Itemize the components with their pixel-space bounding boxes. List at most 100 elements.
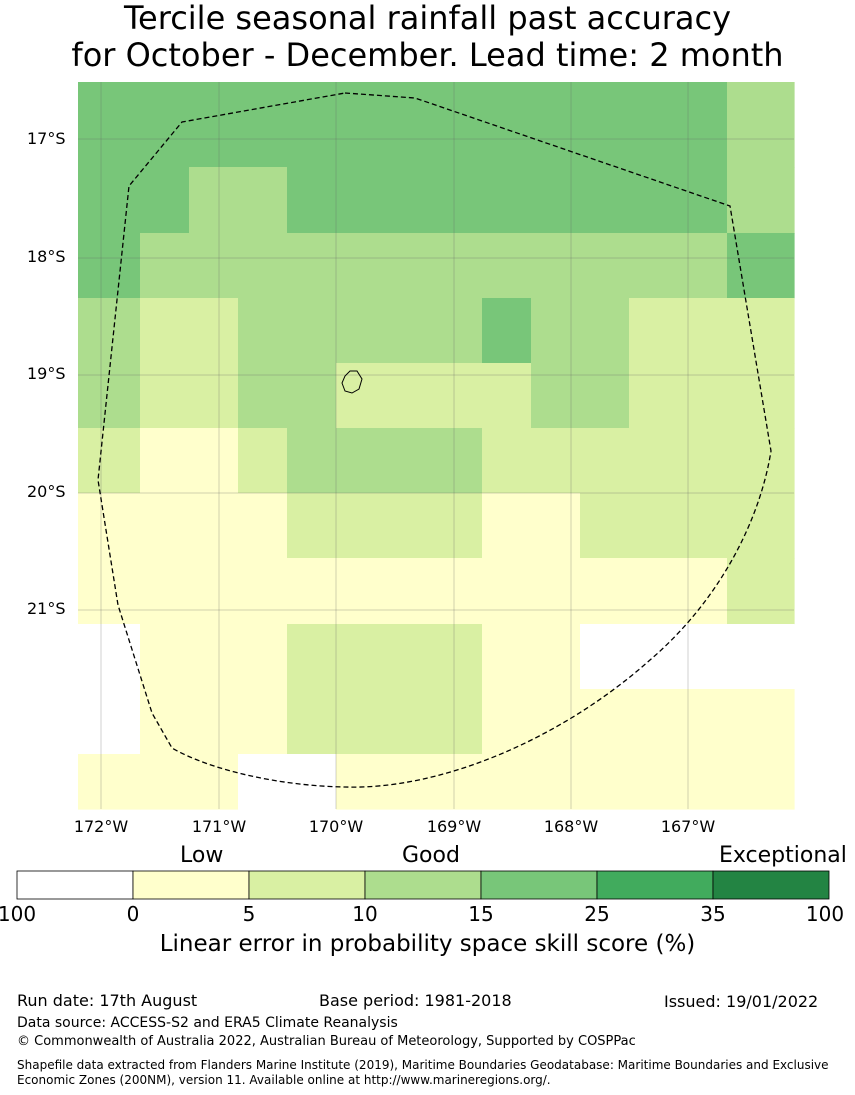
skill-cell (727, 82, 795, 168)
skill-cell (531, 754, 581, 810)
skill-cell (189, 624, 239, 690)
colorbar-swatch (712, 870, 830, 900)
skill-cell (727, 298, 795, 364)
skill-cell (336, 428, 434, 494)
skill-cell (189, 233, 239, 299)
skill-cell (482, 493, 532, 559)
colorbar (16, 870, 830, 900)
skill-cell (580, 363, 630, 429)
skill-cell (727, 167, 795, 234)
colorbar-tick: 15 (468, 902, 494, 926)
skill-cell (140, 298, 190, 364)
skill-cell (189, 298, 239, 364)
skill-cell (433, 167, 483, 234)
skill-cell (727, 689, 795, 755)
skill-cell (629, 298, 728, 364)
lon-label-171w: 171°W (191, 817, 247, 836)
colorbar-tick: 10 (352, 902, 378, 926)
skill-cell (336, 363, 434, 429)
skill-cell (629, 428, 728, 494)
skill-cell (482, 689, 532, 755)
data-source: Data source: ACCESS-S2 and ERA5 Climate … (17, 1015, 398, 1031)
skill-cell (238, 754, 288, 810)
category-low: Low (180, 843, 224, 868)
skill-cell (78, 233, 141, 299)
colorbar-swatch (16, 870, 134, 900)
skill-cell (78, 689, 141, 755)
colorbar-swatch (596, 870, 714, 900)
skill-cell (78, 82, 141, 168)
lon-label-169w: 169°W (426, 817, 482, 836)
skill-cell (580, 233, 630, 299)
lat-label-21s: 21°S (27, 599, 66, 618)
skill-cell (580, 82, 630, 168)
lat-label-17s: 17°S (27, 129, 66, 148)
skill-cell (727, 754, 795, 810)
skill-cell (189, 82, 239, 168)
skill-cell (482, 363, 532, 429)
skill-cell (433, 82, 483, 168)
skill-cell (287, 689, 337, 755)
skill-cell (531, 298, 581, 364)
skill-cell (287, 298, 337, 364)
skill-cell (287, 363, 337, 429)
skill-cell (433, 558, 483, 625)
skill-cell (287, 493, 337, 559)
skill-cell (78, 754, 141, 810)
skill-cell (287, 167, 337, 234)
skill-cell (482, 233, 532, 299)
skill-cell (140, 82, 190, 168)
lat-label-18s: 18°S (27, 247, 66, 266)
skill-cell (727, 363, 795, 429)
skill-cell (629, 363, 728, 429)
colorbar-tick: 100 (0, 902, 37, 926)
skill-cell (287, 558, 337, 625)
skill-cell (580, 558, 630, 625)
skill-cell (238, 558, 288, 625)
skill-cell (78, 558, 141, 625)
lat-label-19s: 19°S (27, 364, 66, 383)
skill-cell (531, 493, 581, 559)
copyright: © Commonwealth of Australia 2022, Austra… (17, 1034, 636, 1049)
category-exceptional: Exceptional (719, 843, 847, 868)
colorbar-swatch (364, 870, 482, 900)
skill-cell (287, 624, 337, 690)
skill-cell (78, 298, 141, 364)
skill-cell (629, 233, 728, 299)
skill-cell (78, 428, 141, 494)
category-good: Good (402, 843, 460, 868)
skill-cell (287, 754, 337, 810)
skill-cell (433, 754, 483, 810)
skill-cell (336, 298, 434, 364)
skill-cell (531, 167, 581, 234)
skill-cell (238, 82, 288, 168)
skill-cell (531, 428, 581, 494)
skill-cell (433, 624, 483, 690)
skill-cell (78, 167, 141, 234)
skill-cell (629, 82, 728, 168)
skill-cell (189, 689, 239, 755)
skill-cell (238, 363, 288, 429)
skill-cell (482, 167, 532, 234)
skill-cell (189, 558, 239, 625)
skill-cell (287, 233, 337, 299)
skill-cell (336, 493, 434, 559)
skill-cell (482, 298, 532, 364)
skill-cell (140, 754, 190, 810)
skill-cell (580, 689, 630, 755)
skill-cell (580, 754, 630, 810)
skill-cell (482, 82, 532, 168)
skill-cell (78, 624, 141, 690)
skill-cell (531, 624, 581, 690)
skill-cell (189, 363, 239, 429)
skill-cell (629, 624, 728, 690)
colorbar-tick: 100 (805, 902, 845, 926)
skill-cell (433, 298, 483, 364)
skill-cell (336, 233, 434, 299)
skill-cell (580, 493, 630, 559)
colorbar-tick: 0 (126, 902, 140, 926)
skill-cell (433, 493, 483, 559)
skill-cell (140, 428, 190, 494)
skill-cell (238, 233, 288, 299)
